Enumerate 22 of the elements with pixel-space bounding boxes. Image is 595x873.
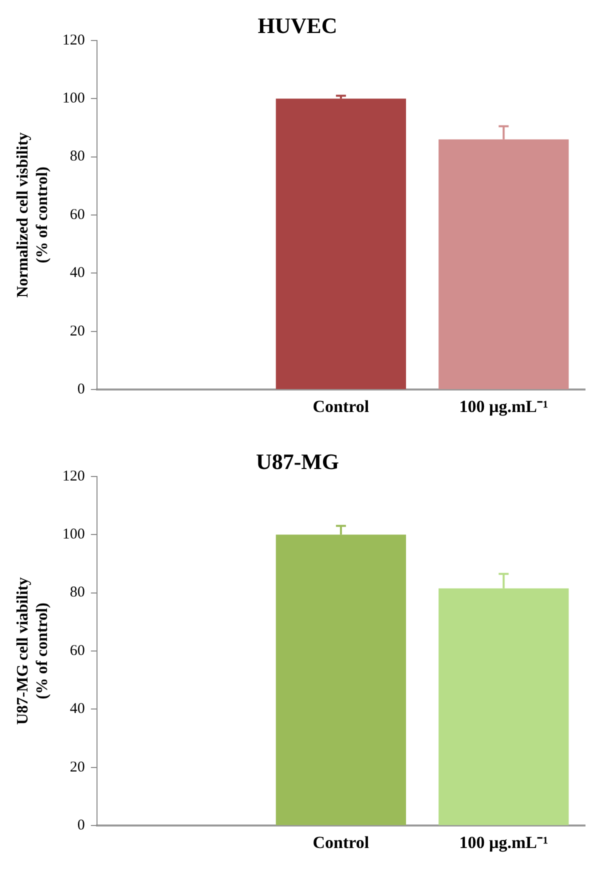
y-tick-label: 80: [70, 584, 85, 601]
y-axis-title: U87-MG cell viability (% of control): [14, 577, 51, 725]
x-tick-label: 100 µg.mL⁻¹: [459, 833, 548, 852]
chart-title: U87-MG: [256, 448, 340, 474]
y-tick-label: 100: [62, 90, 85, 107]
y-tick-label: 100: [62, 526, 85, 543]
y-tick-label: 40: [70, 701, 85, 718]
y-tick-label: 60: [70, 206, 85, 223]
y-tick-label: 0: [77, 818, 85, 834]
y-tick-label: 80: [70, 148, 85, 165]
y-tick-label: 0: [77, 382, 85, 398]
y-tick-label: 60: [70, 642, 85, 659]
y-tick-label: 120: [62, 468, 85, 484]
x-tick-label: Control: [312, 833, 370, 852]
chart-title: HUVEC: [258, 12, 338, 38]
y-tick-label: 120: [62, 32, 85, 48]
y-tick-label: 40: [70, 265, 85, 282]
y-axis-title: Normalized cell visbility (% of control): [14, 132, 51, 298]
y-tick-label: 20: [70, 759, 85, 776]
x-tick-label: Control: [312, 397, 370, 416]
y-tick-label: 20: [70, 323, 85, 340]
x-tick-label: 100 µg.mL⁻¹: [459, 397, 548, 416]
